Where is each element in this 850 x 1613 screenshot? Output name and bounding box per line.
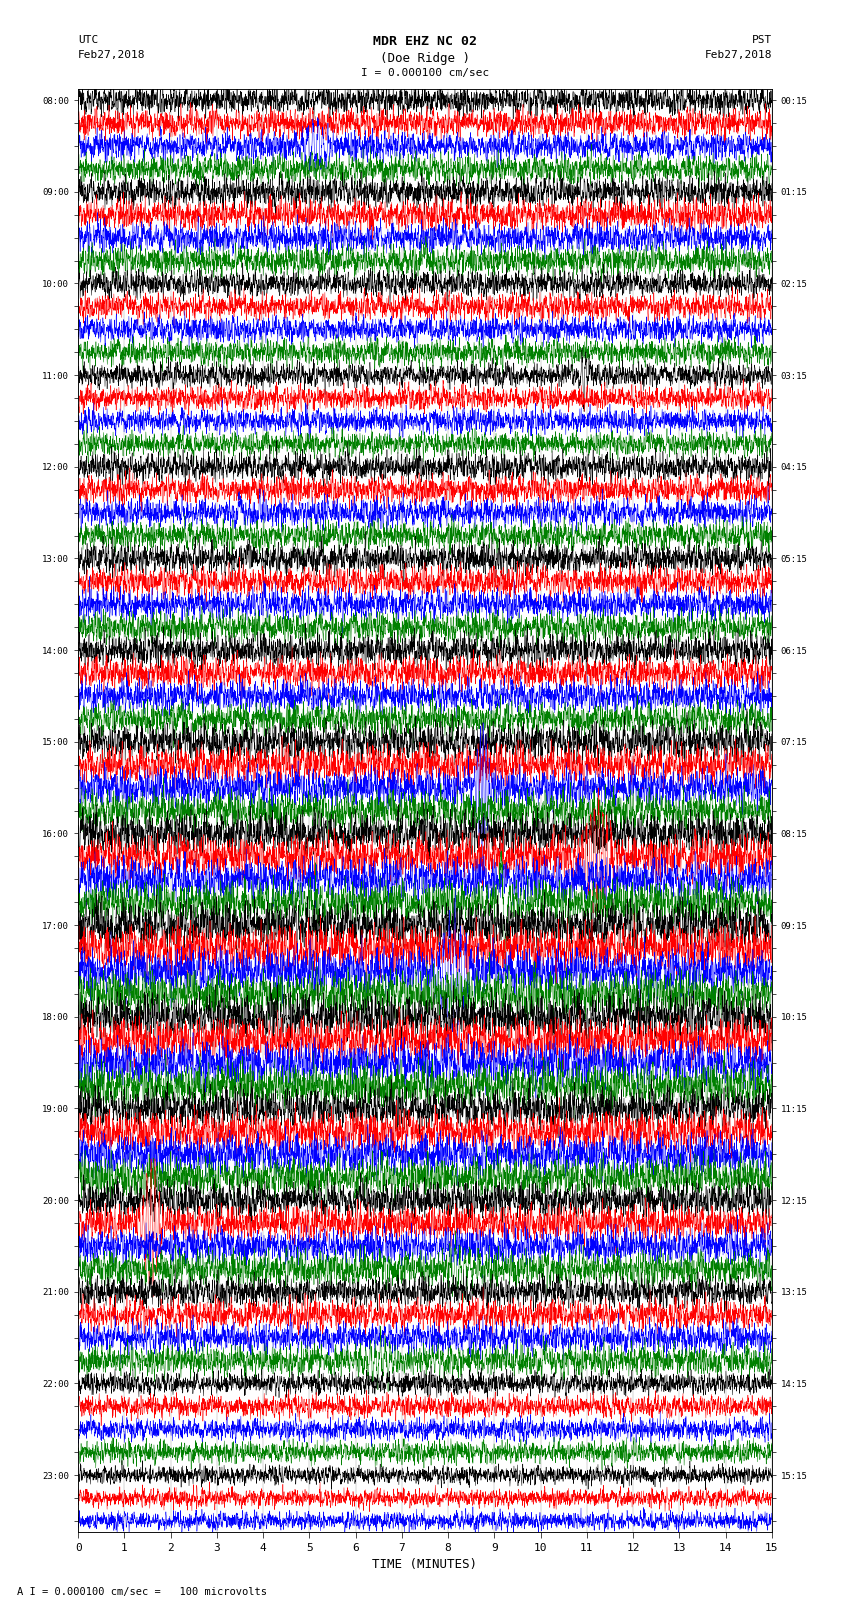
Text: PST: PST [751,35,772,45]
Text: A I = 0.000100 cm/sec =   100 microvolts: A I = 0.000100 cm/sec = 100 microvolts [17,1587,267,1597]
Text: I = 0.000100 cm/sec: I = 0.000100 cm/sec [361,68,489,77]
X-axis label: TIME (MINUTES): TIME (MINUTES) [372,1558,478,1571]
Text: UTC: UTC [78,35,99,45]
Text: MDR EHZ NC 02: MDR EHZ NC 02 [373,35,477,48]
Text: Feb27,2018: Feb27,2018 [78,50,145,60]
Text: Feb27,2018: Feb27,2018 [705,50,772,60]
Text: (Doe Ridge ): (Doe Ridge ) [380,52,470,65]
